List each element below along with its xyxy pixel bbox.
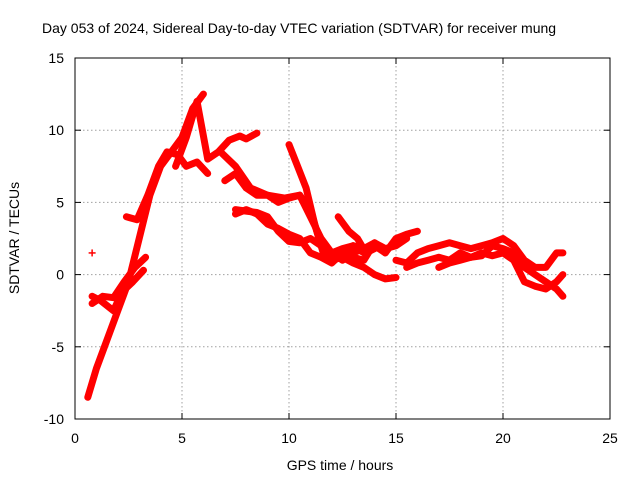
series-track-1 [84, 90, 207, 401]
y-axis-label: SDTVAR / TECUs [6, 182, 22, 294]
chart-title: Day 053 of 2024, Sidereal Day-to-day VTE… [42, 20, 556, 36]
x-tick-label: 10 [281, 430, 297, 446]
x-tick-label: 20 [495, 430, 511, 446]
x-tick-label: 25 [602, 430, 618, 446]
series-track-12 [392, 235, 567, 271]
x-tick-label: 15 [388, 430, 404, 446]
data-point-marker [88, 249, 96, 257]
y-tick-label: 5 [56, 194, 64, 210]
data-series [84, 90, 567, 401]
plot-frame [74, 57, 611, 420]
series-track-3 [88, 253, 150, 307]
series-track-10 [285, 141, 411, 264]
series-track-9 [232, 206, 379, 267]
x-axis-label: GPS time / hours [287, 457, 394, 473]
grid-lines [75, 58, 610, 419]
x-tick-label: 5 [178, 430, 186, 446]
series-track-7 [221, 170, 400, 283]
series-track-11 [334, 213, 379, 257]
y-tick-label: -10 [44, 411, 64, 427]
series-track-13 [403, 249, 567, 293]
y-tick-label: -5 [52, 339, 65, 355]
series-track-14 [435, 242, 567, 300]
y-tick-label: 15 [48, 50, 64, 66]
x-tick-label: 0 [71, 430, 79, 446]
y-tick-label: 10 [48, 122, 64, 138]
y-tick-label: 0 [56, 267, 64, 283]
series-track-4 [122, 148, 212, 224]
series-track-5 [172, 97, 261, 170]
